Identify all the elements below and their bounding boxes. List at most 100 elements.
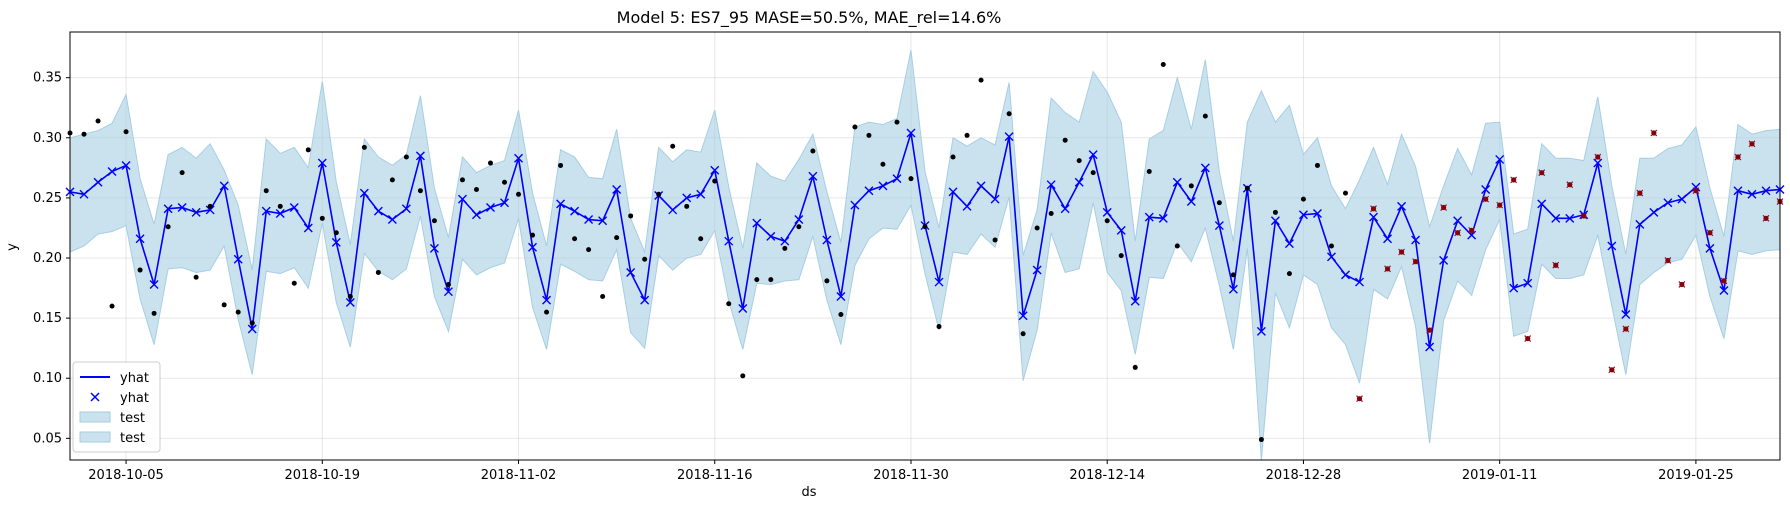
- forecast-marker: [682, 193, 692, 203]
- forecast-marker: [570, 206, 580, 216]
- forecast-marker: [1761, 186, 1771, 196]
- forecast-marker: [794, 215, 804, 225]
- actual-point: [1230, 272, 1236, 278]
- test-point: [1608, 366, 1616, 374]
- forecast-marker: [401, 204, 411, 214]
- actual-point: [1104, 218, 1110, 224]
- actual-points: [67, 61, 1348, 443]
- actual-point: [726, 301, 732, 307]
- y-tick-label: 0.25: [33, 191, 62, 206]
- forecast-marker: [976, 181, 986, 191]
- actual-point: [782, 245, 788, 251]
- forecast-marker: [429, 243, 439, 253]
- y-tick-label: 0.05: [33, 431, 62, 446]
- forecast-marker: [1116, 225, 1126, 235]
- forecast-marker: [149, 279, 159, 289]
- test-point: [1552, 261, 1560, 269]
- forecast-marker: [1256, 326, 1266, 336]
- actual-point: [249, 320, 255, 326]
- test-point: [1762, 214, 1770, 222]
- forecast-marker: [1677, 194, 1687, 204]
- actual-point: [445, 281, 451, 287]
- actual-point: [221, 302, 227, 308]
- forecast-marker: [808, 171, 818, 181]
- forecast-marker: [934, 277, 944, 287]
- actual-point: [179, 170, 185, 176]
- test-point: [1370, 205, 1377, 213]
- forecast-marker: [1551, 213, 1561, 223]
- forecast-marker: [345, 298, 355, 308]
- band-area: [69, 49, 1781, 461]
- legend: yhat yhat test test: [72, 361, 161, 453]
- test-point: [1650, 129, 1658, 137]
- forecast-marker: [878, 181, 888, 191]
- test-points: [1356, 129, 1784, 403]
- actual-point: [978, 77, 984, 83]
- test-point: [1440, 204, 1448, 211]
- forecast-marker: [331, 237, 341, 247]
- forecast-marker: [514, 153, 524, 163]
- forecast-marker: [415, 151, 425, 161]
- forecast-marker: [1298, 210, 1308, 220]
- actual-point: [894, 119, 900, 125]
- actual-point: [1188, 183, 1194, 189]
- x-tick-label: 2019-01-11: [1462, 468, 1538, 483]
- actual-point: [403, 154, 409, 160]
- forecast-markers: [65, 128, 1785, 352]
- forecast-marker: [1523, 278, 1533, 288]
- forecast-marker: [710, 165, 720, 175]
- test-point: [1454, 229, 1462, 237]
- forecast-marker: [135, 234, 145, 244]
- forecast-marker: [598, 216, 608, 226]
- actual-point: [277, 203, 283, 209]
- actual-point: [1020, 331, 1026, 337]
- forecast-marker: [1144, 212, 1154, 222]
- actual-point: [1258, 437, 1264, 443]
- actual-point: [558, 162, 564, 168]
- forecast-marker: [1649, 207, 1659, 217]
- test-point: [1678, 281, 1686, 288]
- test-point: [1356, 395, 1363, 403]
- actual-point: [1174, 243, 1180, 249]
- forecast-marker: [780, 236, 790, 246]
- y-tick-label: 0.35: [33, 71, 62, 86]
- forecast-marker: [640, 295, 650, 305]
- forecast-marker: [107, 166, 117, 176]
- actual-point: [586, 247, 592, 253]
- test-point: [1594, 153, 1602, 161]
- test-point: [1426, 326, 1434, 334]
- actual-point: [291, 280, 297, 286]
- forecast-marker: [485, 203, 495, 213]
- actual-point: [347, 293, 353, 299]
- legend-label-yhat-marker: yhat: [120, 391, 149, 406]
- confidence-band: [69, 49, 1781, 461]
- actual-point: [1090, 170, 1096, 176]
- actual-point: [1076, 158, 1082, 164]
- actual-point: [628, 213, 634, 219]
- actual-point: [459, 177, 465, 183]
- forecast-marker: [1621, 310, 1631, 320]
- actual-point: [1216, 200, 1222, 206]
- actual-point: [838, 312, 844, 318]
- legend-band-swatch: [79, 411, 111, 423]
- forecast-marker: [1088, 150, 1098, 160]
- actual-point: [81, 131, 87, 137]
- forecast-marker: [1369, 212, 1379, 222]
- forecast-marker: [1719, 285, 1729, 295]
- forecast-marker: [1537, 199, 1547, 209]
- actual-point: [684, 203, 690, 209]
- actual-point: [656, 191, 662, 197]
- forecast-marker: [948, 187, 958, 197]
- forecast-marker: [766, 231, 776, 241]
- forecast-marker: [1158, 213, 1168, 223]
- y-axis: 0.05 0.10 0.15 0.20 0.25 0.30 0.35: [33, 71, 70, 446]
- forecast-marker: [1060, 204, 1070, 214]
- actual-point: [796, 224, 802, 230]
- actual-point: [1132, 364, 1138, 370]
- forecast-marker: [373, 206, 383, 216]
- actual-point: [866, 132, 872, 138]
- actual-point: [375, 269, 381, 275]
- forecast-marker: [1691, 182, 1701, 192]
- x-axis-label: ds: [801, 485, 816, 500]
- forecast-marker: [471, 210, 481, 220]
